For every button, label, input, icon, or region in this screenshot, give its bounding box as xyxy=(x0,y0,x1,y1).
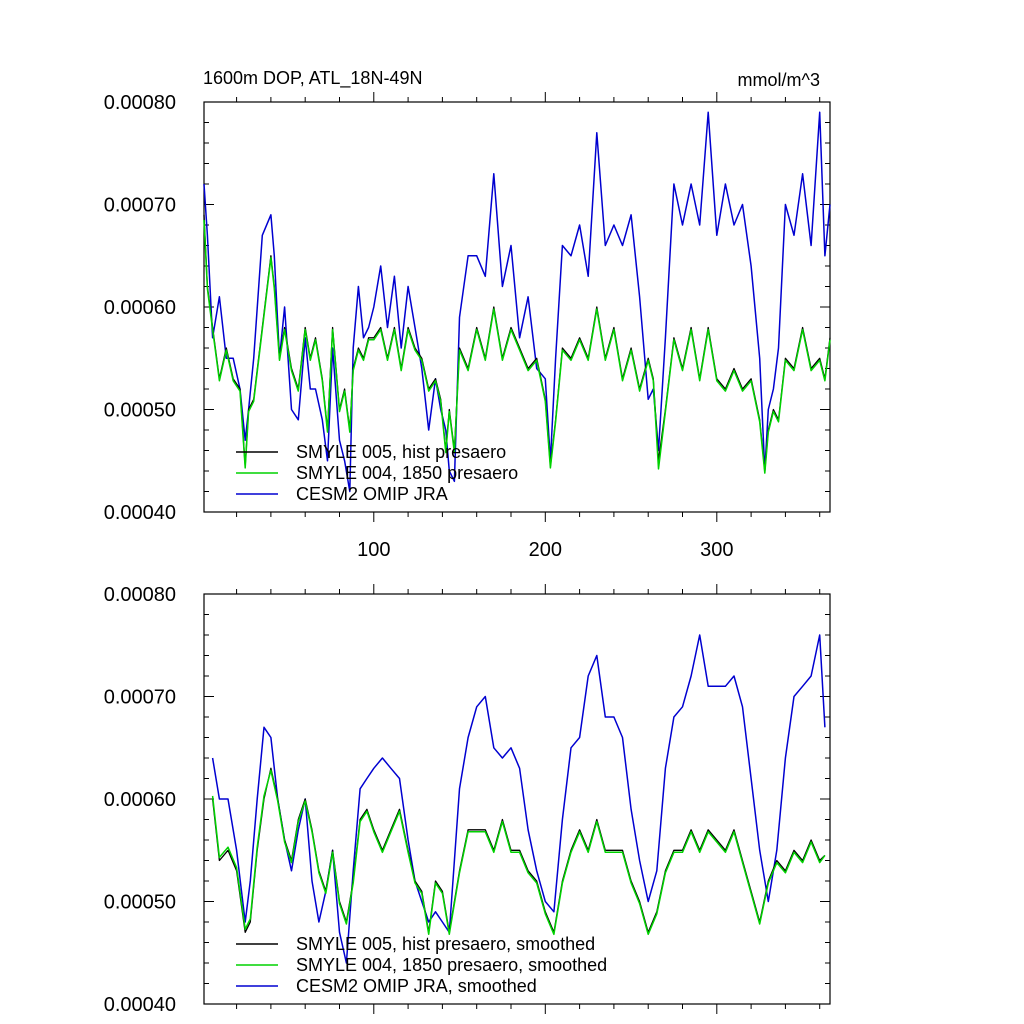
legend-label: SMYLE 005, hist presaero, smoothed xyxy=(296,934,595,954)
units-label: mmol/m^3 xyxy=(738,70,820,90)
series-line-2 xyxy=(203,219,831,474)
legend-label: SMYLE 004, 1850 presaero xyxy=(296,463,518,483)
y-tick-label: 0.00050 xyxy=(104,400,176,422)
series-line-3 xyxy=(211,634,826,964)
y-tick-label: 0.00040 xyxy=(104,502,176,524)
legend-label: CESM2 OMIP JRA xyxy=(296,484,448,504)
x-tick-label: 200 xyxy=(529,539,562,561)
series-line-1 xyxy=(211,767,826,933)
legend-label: CESM2 OMIP JRA, smoothed xyxy=(296,976,537,996)
legend-label: SMYLE 005, hist presaero xyxy=(296,442,506,462)
y-tick-label: 0.00060 xyxy=(104,297,176,319)
chart-title: 1600m DOP, ATL_18N-49N xyxy=(203,68,422,89)
y-tick-label: 0.00060 xyxy=(104,789,176,811)
y-tick-label: 0.00070 xyxy=(104,687,176,709)
y-tick-label: 0.00070 xyxy=(104,195,176,217)
legend-label: SMYLE 004, 1850 presaero, smoothed xyxy=(296,955,607,975)
y-tick-label: 0.00080 xyxy=(104,584,176,606)
y-tick-label: 0.00080 xyxy=(104,92,176,114)
top-panel: 1600m DOP, ATL_18N-49N mmol/m^3 0.00040 0… xyxy=(104,68,831,561)
y-tick-label: 0.00040 xyxy=(104,994,176,1016)
series-line-3 xyxy=(203,111,831,493)
x-tick-label: 100 xyxy=(357,539,390,561)
bottom-panel: 0.00040 0.00050 0.00060 0.00070 0.00080 SMYLE… xyxy=(104,584,831,1016)
x-tick-label: 300 xyxy=(700,539,733,561)
y-tick-label: 0.00050 xyxy=(104,892,176,914)
series-line-2 xyxy=(211,769,826,936)
